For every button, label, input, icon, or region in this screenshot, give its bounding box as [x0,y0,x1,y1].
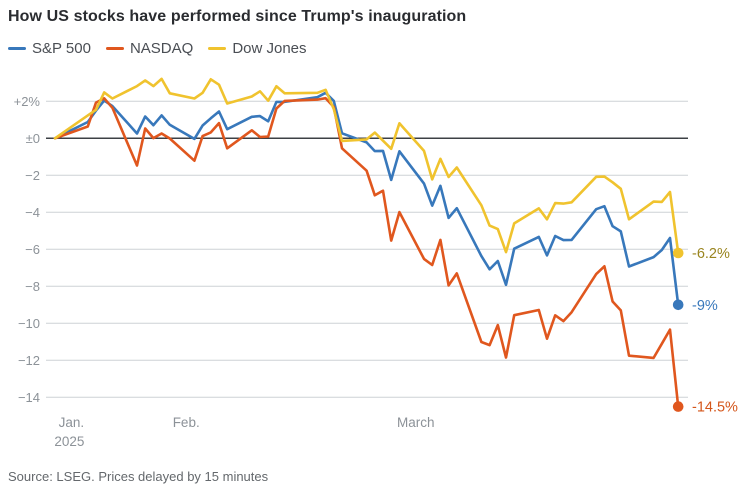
legend-item-dow-jones: Dow Jones [208,40,307,57]
x-tick-label: Jan. [59,415,85,430]
x-tick-sublabel: 2025 [54,434,84,449]
end-dot-s-p-500 [672,299,684,311]
x-tick-label: Feb. [173,415,200,430]
legend-item-s-p-500: S&P 500 [8,40,91,57]
legend-label: S&P 500 [32,40,91,57]
y-tick-label: −2 [25,168,40,183]
legend-label: NASDAQ [129,40,194,57]
end-dot-dow-jones [672,247,684,259]
y-tick-label: −14 [18,390,40,405]
source-note: Source: LSEG. Prices delayed by 15 minut… [8,469,269,484]
legend-swatch [105,47,124,50]
chart-title: How US stocks have performed since Trump… [8,8,467,25]
end-label-nasdaq: -14.5% [692,400,738,416]
x-tick-label: March [397,415,435,430]
series-line-dow-jones [53,77,680,255]
y-tick-label: −8 [25,279,40,294]
legend-label: Dow Jones [232,40,307,57]
end-dot-nasdaq [672,401,684,412]
y-tick-label: −12 [18,353,40,368]
legend-swatch [208,47,227,50]
y-tick-label: −6 [25,242,40,257]
y-tick-label: ±0 [26,131,40,146]
y-tick-label: +2% [14,94,41,109]
end-label-dow-jones: -6.2% [692,246,730,262]
legend-item-nasdaq: NASDAQ [105,40,194,57]
y-tick-label: −10 [18,316,40,331]
end-label-s-p-500: -9% [692,298,718,314]
series-line-s-p-500 [53,91,680,307]
y-tick-label: −4 [25,205,40,220]
legend-swatch [8,47,26,50]
series-line-nasdaq [53,96,680,408]
legend: S&P 500 NASDAQ Dow Jones [8,40,307,57]
